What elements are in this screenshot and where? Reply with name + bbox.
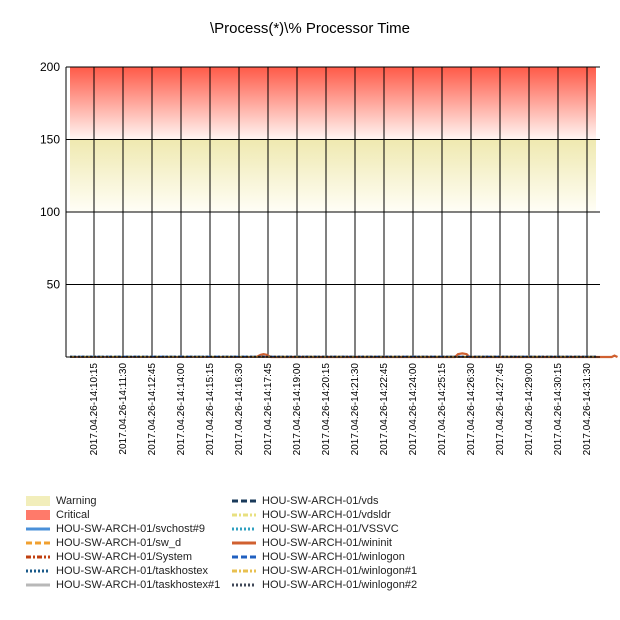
legend-swatch — [26, 541, 50, 545]
series-line — [255, 352, 618, 359]
x-tick-label: 2017.04.26-14:31:30 — [582, 363, 593, 456]
legend-swatch — [232, 499, 256, 503]
axes — [65, 67, 600, 358]
x-tick-label: 2017.04.26-14:30:15 — [553, 363, 564, 456]
legend-swatch — [26, 510, 50, 520]
legend-label: HOU-SW-ARCH-01/winlogon — [262, 551, 405, 563]
y-tick-label: 150 — [40, 133, 60, 147]
legend-swatch — [26, 569, 50, 573]
x-tick-label: 2017.04.26-14:11:30 — [118, 363, 129, 455]
x-tick-label: 2017.04.26-14:29:00 — [524, 363, 535, 456]
legend-label: HOU-SW-ARCH-01/sw_d — [56, 537, 182, 549]
grid-lines — [66, 66, 600, 357]
x-tick-label: 2017.04.26-14:12:45 — [147, 363, 158, 456]
x-tick-label: 2017.04.26-14:27:45 — [495, 363, 506, 456]
x-tick-labels: 2017.04.26-14:10:15 2017.04.26-14:11:30 20… — [89, 363, 593, 456]
legend-label: HOU-SW-ARCH-01/winlogon#1 — [262, 565, 418, 577]
x-tick-label: 2017.04.26-14:17:45 — [263, 363, 274, 456]
legend-label: Critical — [56, 509, 90, 521]
legend-label: Warning — [56, 495, 97, 507]
y-tick-label: 100 — [40, 205, 60, 219]
band-warning — [70, 139, 596, 212]
legend-label: HOU-SW-ARCH-01/taskhostex#1 — [56, 579, 221, 591]
chart-title: \Process(*)\% Processor Time — [209, 20, 411, 37]
legend-label: HOU-SW-ARCH-01/vds — [262, 495, 379, 507]
legend-swatch — [232, 513, 256, 517]
band-critical — [70, 67, 596, 140]
legend-swatch — [26, 555, 50, 559]
legend-swatch — [26, 583, 50, 587]
y-tick-label: 50 — [47, 278, 61, 292]
legend-swatch — [232, 569, 256, 573]
x-tick-label: 2017.04.26-14:10:15 — [89, 363, 100, 456]
legend-label: HOU-SW-ARCH-01/VSSVC — [262, 523, 399, 535]
legend-swatch — [232, 527, 256, 531]
x-tick-label: 2017.04.26-14:21:30 — [350, 363, 361, 456]
legend-label: HOU-SW-ARCH-01/wininit — [262, 537, 392, 549]
x-tick-label: 2017.04.26-14:14:00 — [176, 363, 187, 456]
x-tick-label: 2017.04.26-14:16:30 — [234, 363, 245, 456]
legend-label: HOU-SW-ARCH-01/winlogon#2 — [262, 579, 418, 591]
legend-swatch — [232, 541, 256, 545]
legend-label: HOU-SW-ARCH-01/vdsldr — [262, 509, 391, 521]
legend-label: HOU-SW-ARCH-01/svchost#9 — [56, 523, 205, 535]
legend-label: HOU-SW-ARCH-01/taskhostex — [56, 565, 208, 577]
legend: Warning Critical HOU-SW-ARCH-01/svchost#9 H… — [26, 494, 606, 604]
legend-swatch — [26, 527, 50, 531]
legend-swatch — [232, 583, 256, 587]
y-tick-labels: 200 150 100 50 — [40, 60, 60, 292]
x-tick-label: 2017.04.26-14:15:15 — [205, 363, 216, 456]
x-tick-label: 2017.04.26-14:19:00 — [292, 363, 303, 456]
x-tick-label: 2017.04.26-14:26:30 — [466, 363, 477, 456]
y-tick-label: 200 — [40, 60, 60, 74]
x-tick-label: 2017.04.26-14:25:15 — [437, 363, 448, 456]
x-tick-label: 2017.04.26-14:22:45 — [379, 363, 390, 456]
legend-label: HOU-SW-ARCH-01/System — [56, 551, 193, 563]
threshold-bands — [70, 67, 596, 212]
x-tick-label: 2017.04.26-14:20:15 — [321, 363, 332, 456]
x-tick-label: 2017.04.26-14:24:00 — [408, 363, 419, 456]
legend-swatch — [26, 496, 50, 506]
legend-swatch — [232, 555, 256, 559]
